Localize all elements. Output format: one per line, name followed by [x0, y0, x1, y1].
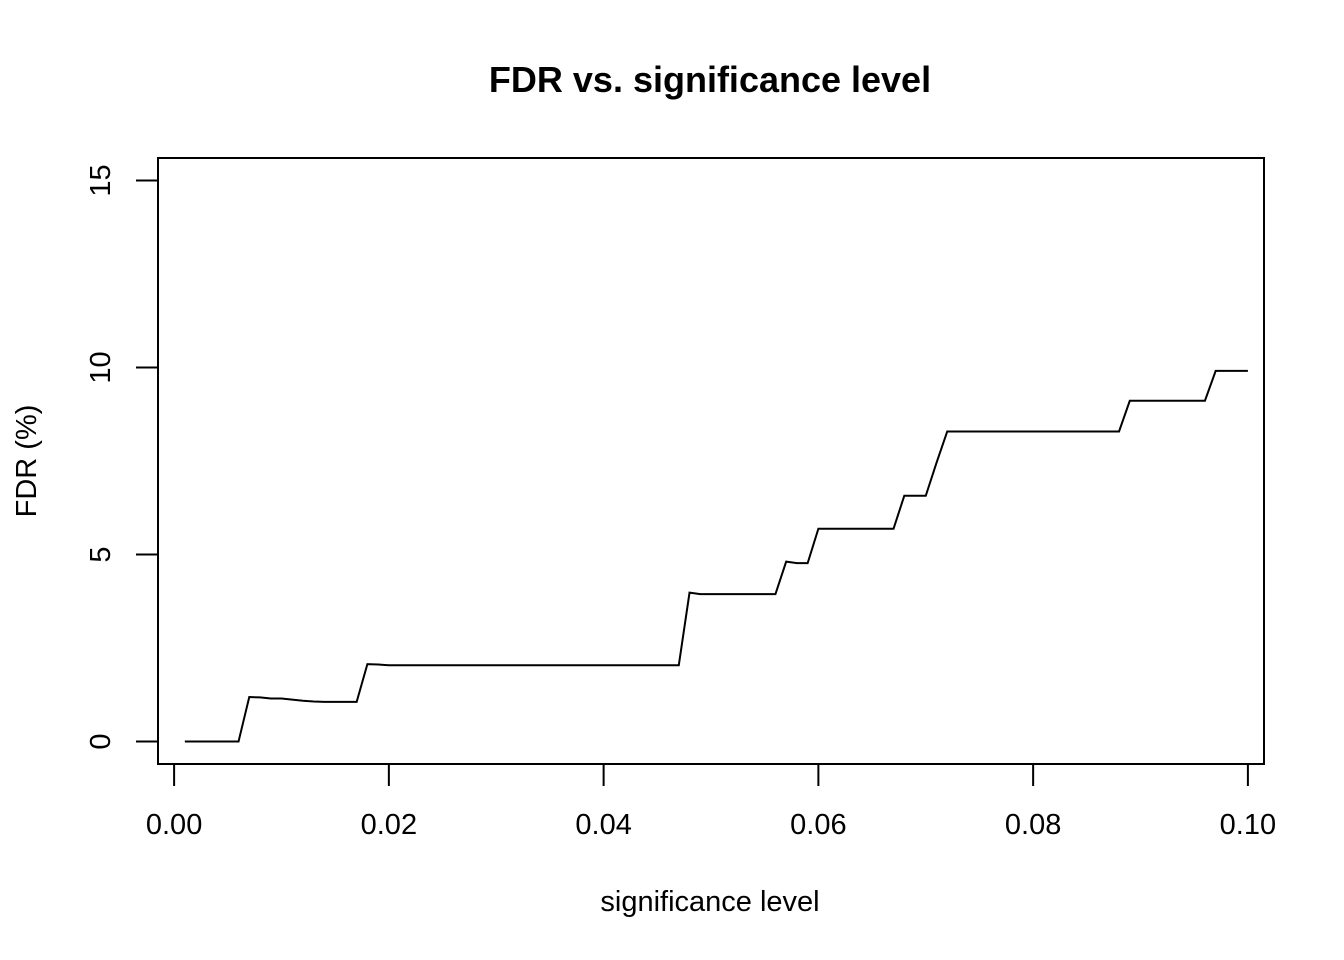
x-axis: 0.00 0.02 0.04 0.06 0.08 0.10	[146, 763, 1276, 841]
y-tick-label: 15	[85, 164, 117, 196]
x-tick-label: 0.02	[361, 809, 417, 841]
x-tick-label: 0.00	[146, 809, 202, 841]
y-axis-label: FDR (%)	[11, 405, 43, 518]
x-tick-label: 0.04	[575, 809, 631, 841]
y-tick-label: 0	[85, 733, 117, 749]
y-tick-label: 10	[85, 351, 117, 383]
x-tick-label: 0.08	[1005, 809, 1061, 841]
fdr-series-line	[184, 369, 1248, 743]
x-tick-label: 0.10	[1220, 809, 1276, 841]
chart-title: FDR vs. significance level	[489, 59, 931, 100]
plot-area-frame	[157, 157, 1265, 765]
y-axis: 0 5 10 15	[85, 164, 159, 750]
y-tick-label: 5	[85, 546, 117, 562]
x-axis-label: significance level	[600, 886, 819, 918]
x-tick-label: 0.06	[790, 809, 846, 841]
